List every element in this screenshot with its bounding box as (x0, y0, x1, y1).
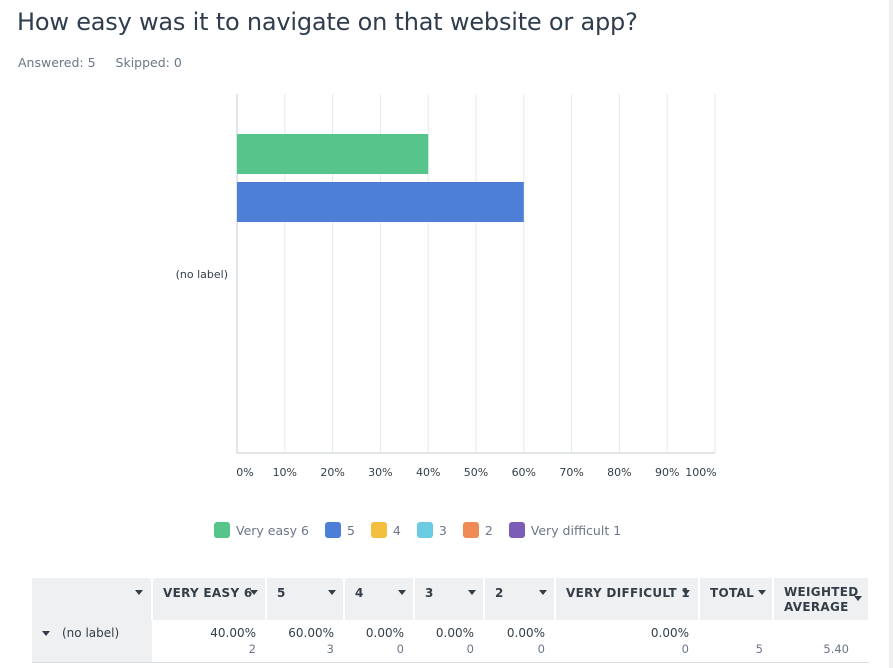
col-header-total[interactable]: TOTAL (699, 578, 774, 620)
col-header-3[interactable]: 3 (414, 578, 485, 620)
legend-item-5[interactable]: 5 (324, 522, 355, 538)
sort-caret-icon (854, 596, 862, 601)
legend-label: 5 (346, 522, 355, 538)
x-tick-label: 30% (368, 466, 392, 479)
col-header-weighted-average[interactable]: WEIGHTED AVERAGE (773, 578, 870, 620)
x-axis-ticks: 0% 10% 20% 30% 40% 50% 60% 70% 80% 90% 100% (236, 466, 716, 479)
results-table: VERY EASY 6 5 4 3 2 VERY DIFFICULT 1 TOT… (32, 578, 870, 663)
legend-item-2[interactable]: 2 (462, 522, 493, 538)
col-header-4[interactable]: 4 (344, 578, 415, 620)
row-label-header[interactable] (32, 578, 153, 620)
bar-1 (237, 182, 524, 222)
cell-3: 0.00% 0 (414, 620, 484, 663)
x-tick-label: 70% (559, 466, 583, 479)
legend-label: 4 (392, 522, 401, 538)
col-header-5[interactable]: 5 (266, 578, 345, 620)
legend-label: Very easy 6 (236, 522, 309, 538)
cell-weighted-average: 5.40 (773, 620, 869, 663)
sort-caret-icon (135, 590, 143, 595)
expand-caret-icon (42, 631, 50, 636)
page-right-border (889, 0, 893, 668)
cell-very-easy: 40.00% 2 (152, 620, 266, 663)
chart-legend: Very easy 6 5 4 3 2 Very difficult 1 (214, 521, 637, 539)
cell-5: 60.00% 3 (266, 620, 344, 663)
legend-swatch (214, 522, 230, 538)
sort-caret-icon (398, 590, 406, 595)
cell-4: 0.00% 0 (344, 620, 414, 663)
legend-item-4[interactable]: 4 (370, 522, 401, 538)
legend-label: 2 (484, 522, 493, 538)
legend-swatch (370, 522, 387, 538)
col-header-very-easy[interactable]: VERY EASY 6 (152, 578, 267, 620)
category-label: (no label) (176, 268, 228, 281)
bar-0 (237, 134, 429, 174)
legend-swatch (324, 522, 341, 538)
chart-bars (237, 134, 524, 222)
legend-item-very-difficult[interactable]: Very difficult 1 (508, 522, 622, 538)
col-header-very-difficult[interactable]: VERY DIFFICULT 1 (555, 578, 700, 620)
cell-2: 0.00% 0 (484, 620, 555, 663)
legend-swatch (416, 522, 433, 538)
x-tick-label: 0% (236, 466, 253, 479)
cell-total: 5 (699, 620, 773, 663)
x-tick-label: 80% (607, 466, 631, 479)
legend-item-3[interactable]: 3 (416, 522, 447, 538)
cell-very-difficult: 0.00% 0 (555, 620, 699, 663)
sort-caret-icon (328, 590, 336, 595)
answered-count: Answered: 5 (18, 55, 96, 70)
legend-swatch (508, 522, 525, 538)
question-title: How easy was it to navigate on that webs… (17, 8, 638, 36)
sort-caret-icon (468, 590, 476, 595)
x-tick-label: 60% (512, 466, 536, 479)
x-tick-label: 20% (320, 466, 344, 479)
sort-caret-icon (250, 590, 258, 595)
legend-swatch (462, 522, 479, 538)
sort-caret-icon (539, 590, 547, 595)
row-label-cell[interactable]: (no label) (32, 620, 152, 663)
bar-chart: 0% 10% 20% 30% 40% 50% 60% 70% 80% 90% 100% (no la… (176, 94, 717, 479)
x-tick-label: 50% (464, 466, 488, 479)
legend-item-very-easy[interactable]: Very easy 6 (214, 522, 309, 538)
response-stats: Answered: 5 Skipped: 0 (18, 55, 198, 70)
legend-label: Very difficult 1 (530, 522, 622, 538)
col-header-2[interactable]: 2 (484, 578, 556, 620)
x-tick-label: 10% (273, 466, 297, 479)
chart-grid (236, 94, 716, 454)
sort-caret-icon (758, 590, 766, 595)
legend-label: 3 (438, 522, 447, 538)
skipped-count: Skipped: 0 (115, 55, 182, 70)
sort-caret-icon (682, 590, 690, 595)
x-tick-label: 40% (416, 466, 440, 479)
x-tick-label: 90% (655, 466, 679, 479)
x-tick-label: 100% (685, 466, 716, 479)
table-row: (no label) 40.00% 2 60.00% 3 0.00% 0 0.00% 0… (32, 620, 869, 663)
